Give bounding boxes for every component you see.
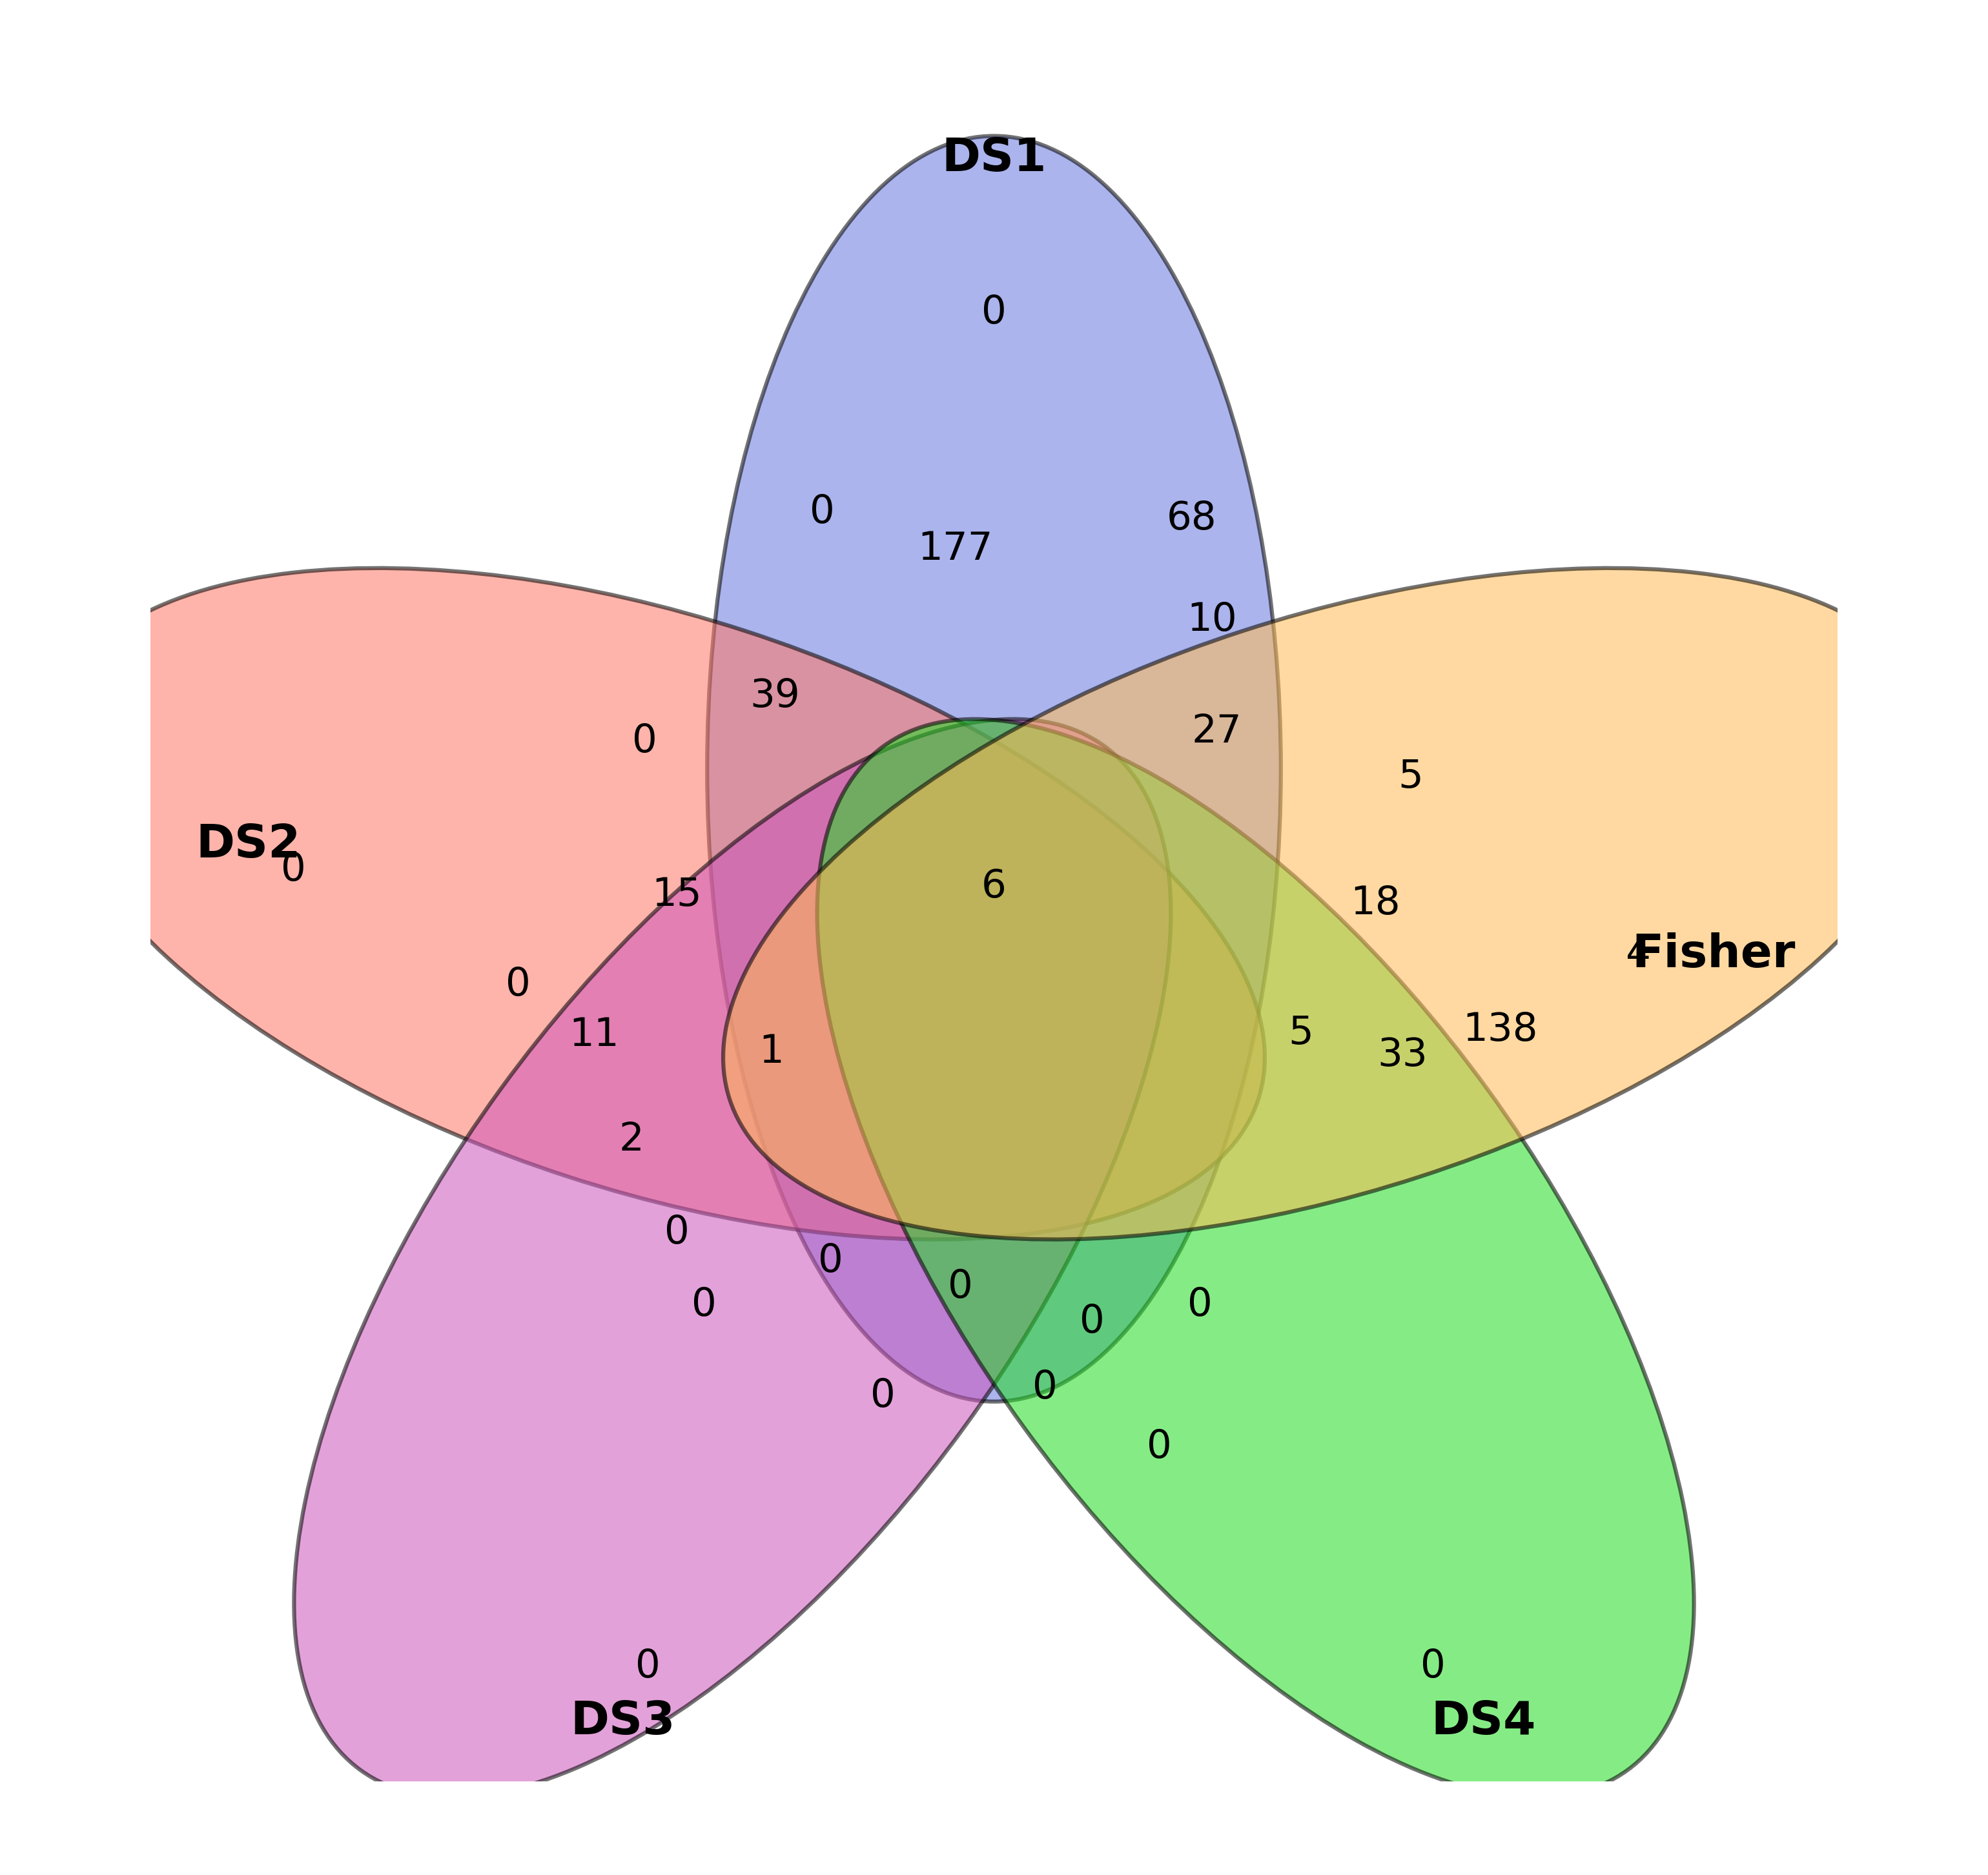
Ellipse shape bbox=[708, 137, 1280, 1402]
Text: 4: 4 bbox=[1626, 936, 1652, 973]
Text: 10: 10 bbox=[1187, 602, 1237, 639]
Text: 0: 0 bbox=[809, 493, 835, 531]
Text: 68: 68 bbox=[1167, 501, 1217, 538]
Text: 15: 15 bbox=[652, 876, 702, 915]
Text: 0: 0 bbox=[505, 966, 531, 1003]
Text: 5: 5 bbox=[1288, 1014, 1314, 1052]
Text: DS2: DS2 bbox=[195, 823, 300, 866]
Ellipse shape bbox=[48, 568, 1264, 1239]
Text: 0: 0 bbox=[817, 1243, 843, 1281]
Text: 33: 33 bbox=[1378, 1037, 1427, 1074]
Text: 0: 0 bbox=[982, 294, 1006, 332]
Text: DS4: DS4 bbox=[1431, 1699, 1537, 1744]
Text: 0: 0 bbox=[948, 1268, 972, 1305]
Text: 2: 2 bbox=[618, 1121, 644, 1159]
Text: 5: 5 bbox=[1398, 758, 1423, 797]
Ellipse shape bbox=[294, 720, 1171, 1796]
Text: 0: 0 bbox=[664, 1213, 690, 1253]
Text: 0: 0 bbox=[1079, 1303, 1105, 1341]
Text: DS3: DS3 bbox=[571, 1699, 676, 1744]
Text: 138: 138 bbox=[1463, 1011, 1539, 1050]
Text: 0: 0 bbox=[632, 722, 658, 761]
Text: 0: 0 bbox=[1187, 1286, 1213, 1324]
Text: Fisher: Fisher bbox=[1632, 932, 1795, 977]
Text: 11: 11 bbox=[569, 1016, 618, 1054]
Text: 0: 0 bbox=[692, 1286, 716, 1324]
Ellipse shape bbox=[724, 568, 1940, 1239]
Text: 177: 177 bbox=[918, 531, 992, 568]
Text: 18: 18 bbox=[1350, 885, 1400, 923]
Text: 1: 1 bbox=[759, 1033, 783, 1071]
Text: 6: 6 bbox=[982, 868, 1006, 906]
Text: 0: 0 bbox=[871, 1378, 895, 1416]
Text: DS1: DS1 bbox=[942, 137, 1046, 180]
Text: 0: 0 bbox=[1032, 1369, 1058, 1406]
Ellipse shape bbox=[817, 720, 1694, 1796]
Text: 0: 0 bbox=[636, 1648, 660, 1686]
Text: 0: 0 bbox=[280, 851, 306, 889]
Text: 39: 39 bbox=[749, 677, 799, 714]
Text: 27: 27 bbox=[1191, 712, 1242, 750]
Text: 0: 0 bbox=[1419, 1648, 1445, 1686]
Text: 0: 0 bbox=[1147, 1429, 1171, 1466]
